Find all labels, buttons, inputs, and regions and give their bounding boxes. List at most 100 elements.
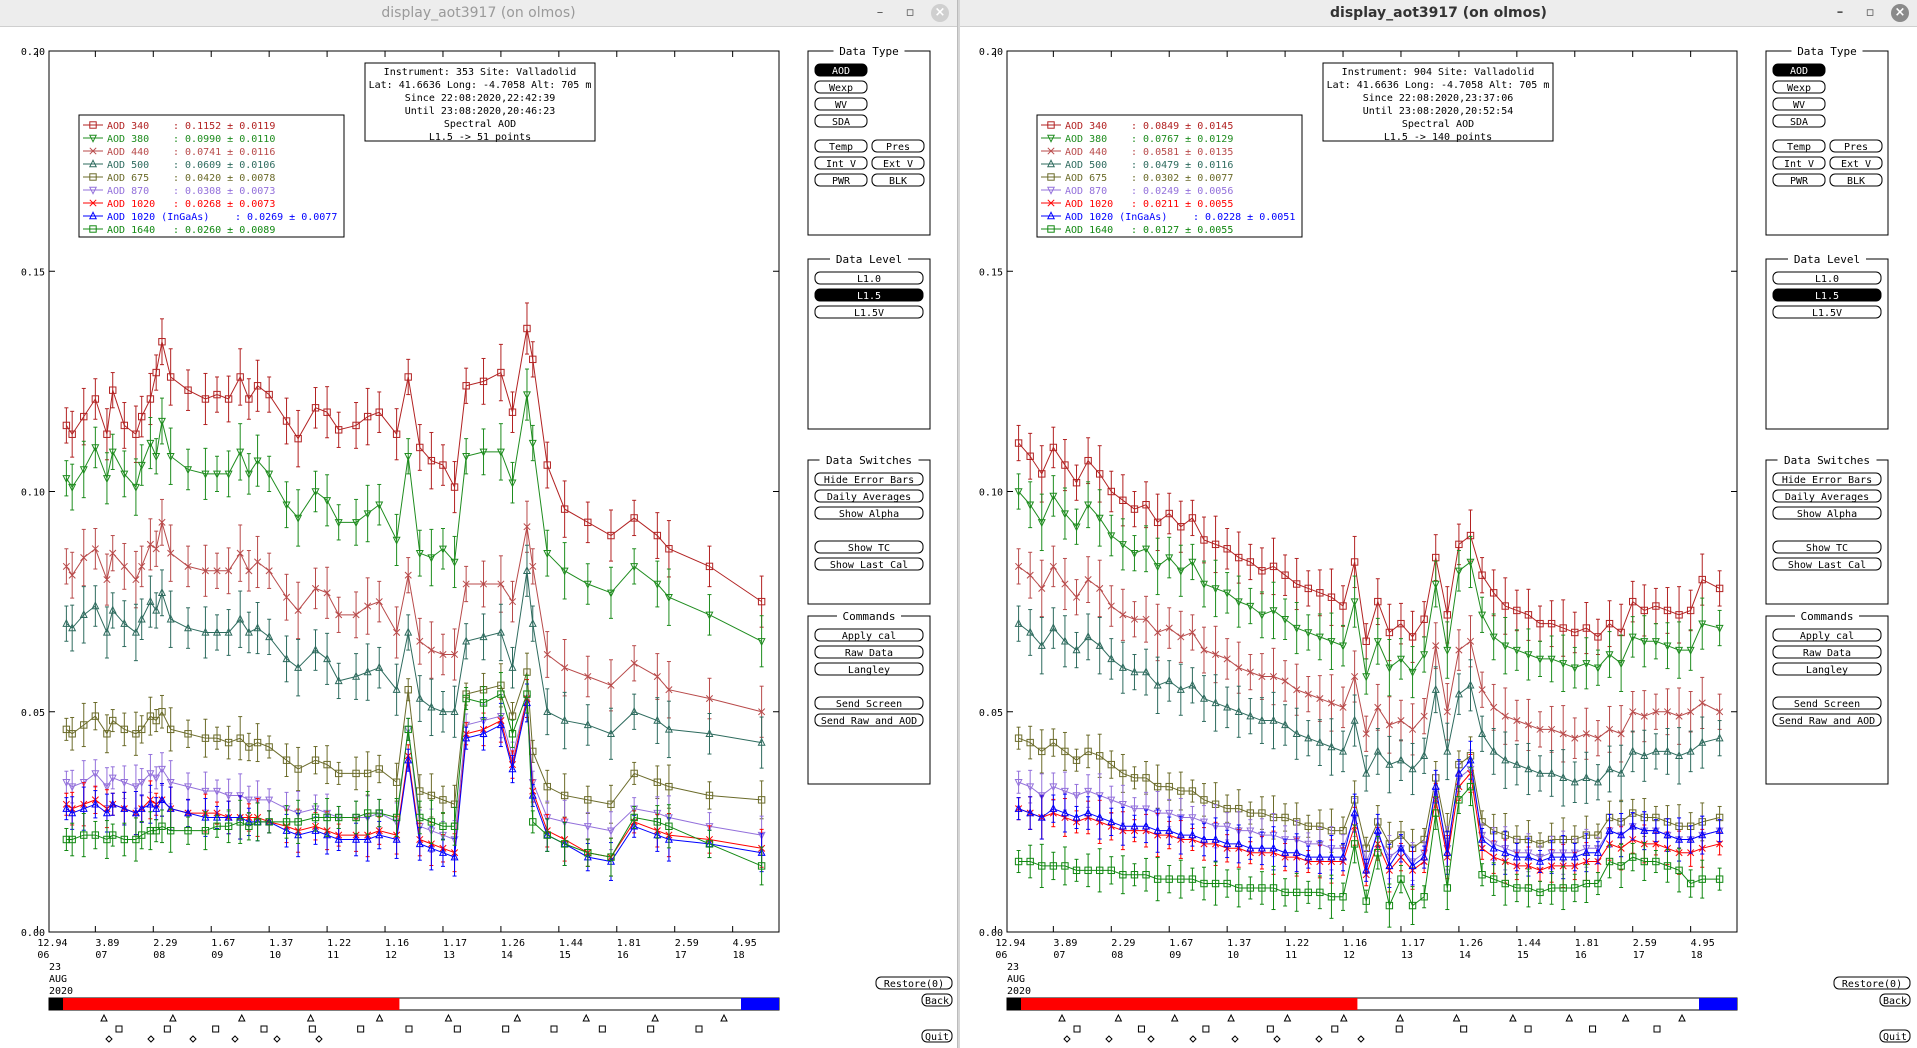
button-wexp[interactable]: Wexp xyxy=(1772,80,1826,94)
button-frame[interactable] xyxy=(814,80,868,94)
button-frame[interactable] xyxy=(1772,271,1882,285)
button-frame[interactable] xyxy=(1772,80,1826,94)
button-frame[interactable] xyxy=(814,506,924,520)
button-send-raw-and-aod[interactable]: Send Raw and AOD xyxy=(1772,713,1882,727)
button-label[interactable]: Send Screen xyxy=(1794,699,1860,710)
button-blk[interactable]: BLK xyxy=(871,173,925,187)
button-pres[interactable]: Pres xyxy=(871,139,925,153)
maximize-icon[interactable]: ▫ xyxy=(905,5,915,20)
close-icon[interactable]: × xyxy=(931,4,949,22)
button-frame[interactable] xyxy=(814,489,924,503)
button-label[interactable]: Quit xyxy=(925,1032,949,1043)
button-frame[interactable] xyxy=(814,63,868,77)
button-label[interactable]: Langley xyxy=(1806,665,1848,676)
button-aod[interactable]: AOD xyxy=(1772,63,1826,77)
button-label[interactable]: Daily Averages xyxy=(827,492,911,503)
button-sda[interactable]: SDA xyxy=(1772,114,1826,128)
button-frame[interactable] xyxy=(1829,173,1883,187)
button-hide-error-bars[interactable]: Hide Error Bars xyxy=(1772,472,1882,486)
button-label[interactable]: Int V xyxy=(1784,159,1814,170)
minimize-icon[interactable]: – xyxy=(1836,5,1844,20)
button-frame[interactable] xyxy=(1772,662,1882,676)
button-frame[interactable] xyxy=(921,1029,953,1043)
button-frame[interactable] xyxy=(1772,628,1882,642)
button-label[interactable]: Daily Averages xyxy=(1785,492,1869,503)
button-label[interactable]: BLK xyxy=(1847,176,1865,187)
button-send-screen[interactable]: Send Screen xyxy=(814,696,924,710)
button-label[interactable]: Temp xyxy=(1787,142,1811,153)
button-show-alpha[interactable]: Show Alpha xyxy=(1772,506,1882,520)
button-label[interactable]: Hide Error Bars xyxy=(1782,475,1872,486)
button-langley[interactable]: Langley xyxy=(814,662,924,676)
button-label[interactable]: Show TC xyxy=(848,543,890,554)
button-label[interactable]: Wexp xyxy=(829,83,853,94)
button-show-tc[interactable]: Show TC xyxy=(814,540,924,554)
window-titlebar[interactable]: display_aot3917 (on olmos) – ▫ × xyxy=(0,0,957,27)
button-label[interactable]: Quit xyxy=(1883,1032,1907,1043)
button-frame[interactable] xyxy=(814,173,868,187)
button-quit[interactable]: Quit xyxy=(1879,1029,1911,1043)
button-show-alpha[interactable]: Show Alpha xyxy=(814,506,924,520)
button-ext-v[interactable]: Ext V xyxy=(1829,156,1883,170)
button-frame[interactable] xyxy=(1772,63,1826,77)
button-label[interactable]: L1.0 xyxy=(857,274,881,285)
button-temp[interactable]: Temp xyxy=(814,139,868,153)
button-frame[interactable] xyxy=(1772,713,1882,727)
close-icon[interactable]: × xyxy=(1891,4,1909,22)
button-pwr[interactable]: PWR xyxy=(814,173,868,187)
button-quit[interactable]: Quit xyxy=(921,1029,953,1043)
button-frame[interactable] xyxy=(814,139,868,153)
button-label[interactable]: Show TC xyxy=(1806,543,1848,554)
button-label[interactable]: WV xyxy=(835,100,847,111)
button-frame[interactable] xyxy=(1772,305,1882,319)
button-aod[interactable]: AOD xyxy=(814,63,868,77)
button-l1-5[interactable]: L1.5 xyxy=(814,288,924,302)
button-label[interactable]: Raw Data xyxy=(845,648,893,659)
button-l1-5v[interactable]: L1.5V xyxy=(1772,305,1882,319)
button-show-last-cal[interactable]: Show Last Cal xyxy=(1772,557,1882,571)
button-label[interactable]: Show Alpha xyxy=(1797,509,1857,520)
button-apply-cal[interactable]: Apply cal xyxy=(814,628,924,642)
button-label[interactable]: Int V xyxy=(826,159,856,170)
button-frame[interactable] xyxy=(1772,506,1882,520)
button-frame[interactable] xyxy=(814,557,924,571)
button-label[interactable]: PWR xyxy=(1790,176,1809,187)
button-label[interactable]: Apply cal xyxy=(1800,631,1854,642)
button-frame[interactable] xyxy=(814,97,868,111)
button-label[interactable]: Wexp xyxy=(1787,83,1811,94)
button-label[interactable]: AOD xyxy=(832,66,850,77)
button-frame[interactable] xyxy=(1772,173,1826,187)
button-frame[interactable] xyxy=(814,288,924,302)
button-frame[interactable] xyxy=(814,696,924,710)
button-pres[interactable]: Pres xyxy=(1829,139,1883,153)
button-frame[interactable] xyxy=(1772,645,1882,659)
button-label[interactable]: L1.5 xyxy=(857,291,881,302)
button-l1-0[interactable]: L1.0 xyxy=(814,271,924,285)
window-titlebar[interactable]: display_aot3917 (on olmos) – ▫ × xyxy=(960,0,1917,27)
button-label[interactable]: Send Raw and AOD xyxy=(821,716,917,727)
button-raw-data[interactable]: Raw Data xyxy=(814,645,924,659)
button-label[interactable]: Show Last Cal xyxy=(830,560,908,571)
maximize-icon[interactable]: ▫ xyxy=(1865,5,1875,20)
button-label[interactable]: L1.0 xyxy=(1815,274,1839,285)
status-bar[interactable] xyxy=(48,997,780,1011)
button-ext-v[interactable]: Ext V xyxy=(871,156,925,170)
button-l1-5[interactable]: L1.5 xyxy=(1772,288,1882,302)
button-back[interactable]: Back xyxy=(921,993,953,1007)
button-frame[interactable] xyxy=(814,156,868,170)
button-label[interactable]: Raw Data xyxy=(1803,648,1851,659)
button-label[interactable]: Ext V xyxy=(1841,159,1871,170)
button-frame[interactable] xyxy=(814,472,924,486)
button-l1-5v[interactable]: L1.5V xyxy=(814,305,924,319)
button-send-raw-and-aod[interactable]: Send Raw and AOD xyxy=(814,713,924,727)
button-label[interactable]: L1.5V xyxy=(1812,308,1842,319)
button-frame[interactable] xyxy=(871,156,925,170)
button-int-v[interactable]: Int V xyxy=(814,156,868,170)
button-temp[interactable]: Temp xyxy=(1772,139,1826,153)
button-frame[interactable] xyxy=(1829,156,1883,170)
button-frame[interactable] xyxy=(814,662,924,676)
button-frame[interactable] xyxy=(1772,156,1826,170)
button-wv[interactable]: WV xyxy=(1772,97,1826,111)
minimize-icon[interactable]: – xyxy=(876,5,884,20)
button-frame[interactable] xyxy=(814,271,924,285)
